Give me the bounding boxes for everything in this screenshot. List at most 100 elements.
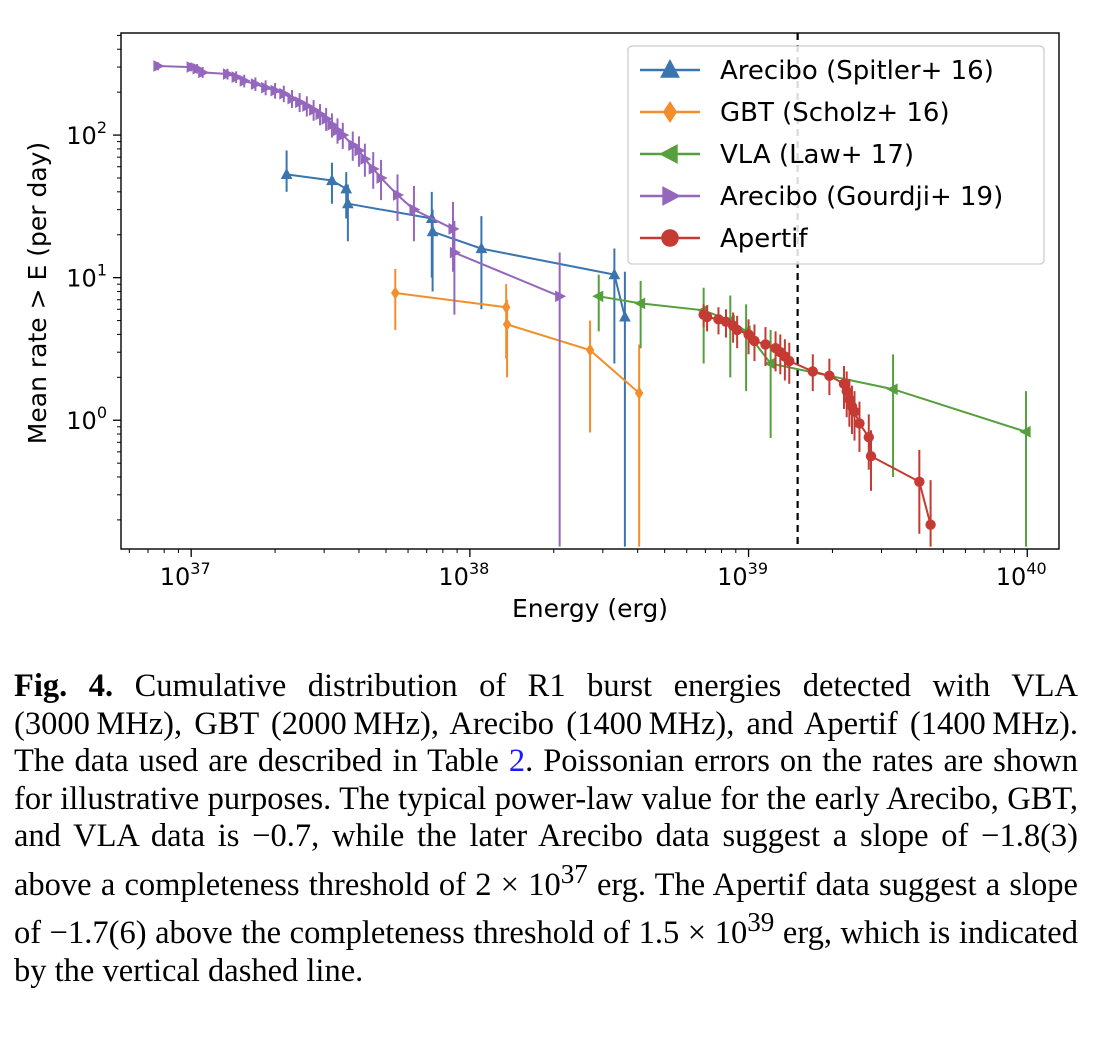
- legend-label: Arecibo (Spitler+ 16): [720, 56, 994, 86]
- data-point: [448, 222, 460, 235]
- y-axis-label: Mean rate > E (per day): [23, 142, 52, 444]
- data-point: [198, 66, 210, 79]
- legend-marker: [660, 59, 680, 78]
- y-tick-label: 101: [66, 261, 107, 293]
- y-tick-exponent: 1: [97, 261, 107, 280]
- series-line: [286, 173, 626, 318]
- data-point: [279, 87, 291, 100]
- data-point: [555, 290, 567, 303]
- data-point: [340, 182, 353, 194]
- caption-text: erg, which is indicated by the vertical …: [14, 915, 1078, 989]
- data-point: [863, 432, 874, 443]
- x-tick-base: 10: [160, 563, 191, 591]
- data-point: [270, 84, 282, 97]
- figure-caption: Fig. 4. Cumulative distribution of R1 bu…: [14, 668, 1078, 990]
- data-point: [250, 78, 262, 90]
- data-point: [391, 286, 400, 300]
- data-point: [360, 153, 372, 165]
- y-tick-base: 10: [66, 265, 97, 293]
- data-point: [501, 300, 511, 314]
- legend-marker: [662, 186, 681, 206]
- legend-label: VLA (Law+ 17): [720, 140, 914, 170]
- data-point: [338, 129, 350, 141]
- caption-text: . Poissonian errors on the rates are sho…: [14, 743, 1078, 903]
- data-point: [475, 242, 488, 254]
- data-point: [309, 104, 321, 116]
- data-point: [502, 317, 512, 331]
- data-point: [841, 385, 852, 397]
- x-tick-label: 1038: [438, 559, 489, 591]
- data-point: [764, 357, 776, 370]
- data-point: [186, 61, 198, 73]
- data-point: [824, 370, 835, 381]
- data-point: [585, 343, 595, 357]
- data-point: [634, 297, 646, 310]
- data-point: [409, 203, 421, 216]
- data-point: [287, 92, 299, 105]
- legend: Arecibo (Spitler+ 16) GBT (Scholz+ 16) VLA…: [627, 45, 1045, 265]
- series-2: [592, 274, 1031, 547]
- y-tick-base: 10: [66, 407, 97, 435]
- data-point: [784, 355, 795, 367]
- legend-box: [627, 45, 1045, 265]
- data-point: [376, 172, 388, 184]
- legend-marker: [659, 144, 678, 164]
- data-point: [192, 62, 204, 75]
- y-tick-exponent: 0: [97, 403, 107, 422]
- caption-exponent: 39: [747, 907, 775, 938]
- series-line: [395, 292, 640, 394]
- x-tick-exponent: 40: [1026, 559, 1046, 578]
- data-point: [239, 75, 251, 87]
- data-point: [295, 96, 307, 109]
- data-point: [925, 519, 936, 530]
- legend-marker: [662, 101, 678, 123]
- data-point: [865, 450, 877, 462]
- y-tick-exponent: 2: [97, 118, 107, 137]
- data-point: [231, 71, 243, 83]
- data-point: [321, 112, 333, 125]
- caption-text: erg. The Apertif data suggest a slope of…: [14, 866, 1078, 952]
- legend-label: GBT (Scholz+ 16): [720, 98, 950, 128]
- data-point: [348, 139, 360, 151]
- data-point: [302, 100, 314, 112]
- data-point: [426, 225, 439, 237]
- x-axis-label: Energy (erg): [512, 594, 668, 623]
- data-point: [731, 324, 743, 336]
- x-tick-exponent: 38: [469, 559, 489, 578]
- data-point: [327, 118, 339, 131]
- y-tick-base: 10: [66, 122, 97, 150]
- x-tick-label: 1040: [996, 559, 1047, 591]
- data-point: [280, 167, 293, 179]
- data-point: [760, 339, 771, 350]
- y-tick-label: 100: [66, 403, 107, 435]
- data-point: [315, 108, 327, 121]
- x-tick-base: 10: [438, 563, 469, 591]
- plot-area: [153, 33, 1031, 549]
- data-point: [449, 246, 461, 259]
- data-point: [914, 476, 925, 488]
- data-point: [342, 197, 354, 209]
- x-tick-base: 10: [996, 563, 1027, 591]
- series-1: [391, 269, 644, 547]
- table-reference-link[interactable]: 2: [508, 743, 526, 780]
- legend-label: Arecibo (Gourdji+ 19): [720, 182, 1003, 212]
- data-point: [326, 174, 338, 186]
- y-tick-label: 102: [66, 118, 107, 150]
- x-tick-exponent: 39: [748, 559, 768, 578]
- data-point: [608, 268, 621, 280]
- data-point: [854, 418, 865, 429]
- x-tick-label: 1039: [717, 559, 768, 591]
- data-point: [354, 144, 366, 157]
- x-tick-base: 10: [717, 563, 748, 591]
- x-tick-exponent: 37: [190, 559, 210, 578]
- data-point: [749, 335, 760, 347]
- x-tick-label: 1037: [160, 559, 211, 591]
- data-point: [619, 310, 631, 322]
- data-point: [701, 311, 713, 323]
- data-point: [261, 81, 273, 94]
- data-point: [368, 162, 380, 175]
- series-line: [157, 65, 561, 298]
- caption-text: Cumulative distribution of R1 burst ener…: [14, 668, 1078, 780]
